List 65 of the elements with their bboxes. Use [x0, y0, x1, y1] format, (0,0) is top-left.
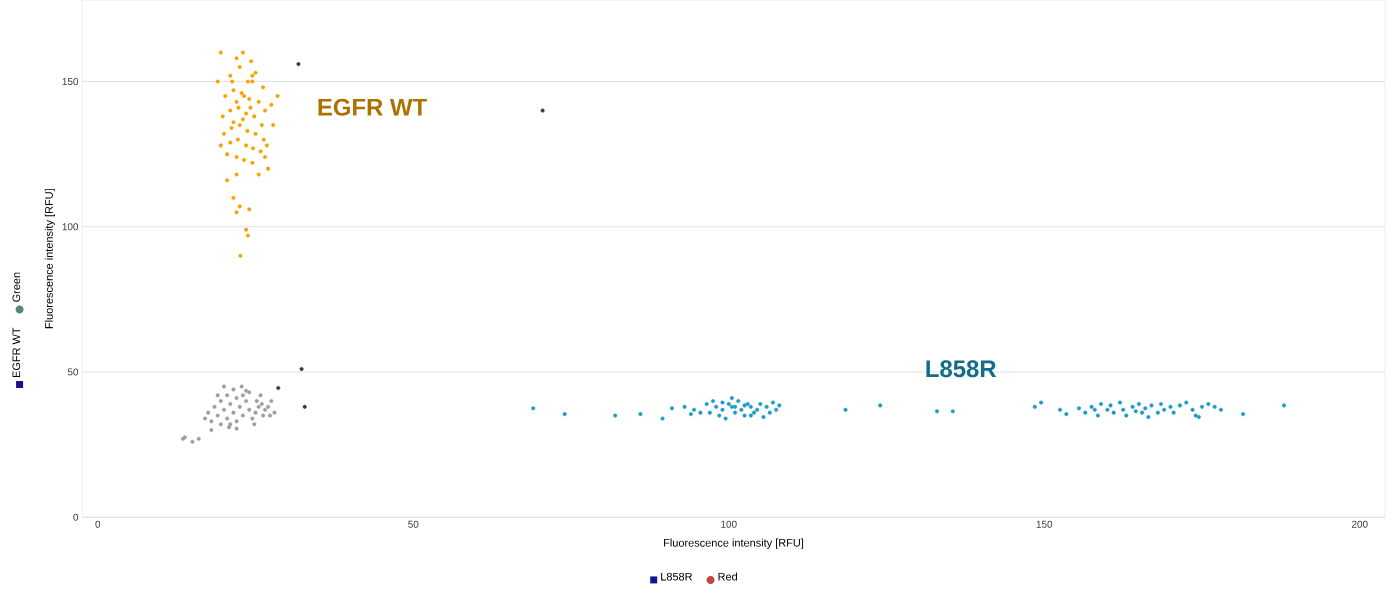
point [256, 404, 261, 409]
point [227, 425, 232, 430]
point [239, 384, 244, 389]
point [234, 426, 239, 431]
point [221, 407, 226, 412]
point [212, 404, 217, 409]
point [225, 416, 230, 421]
point [206, 410, 211, 415]
x-tick-label: 200 [1351, 520, 1368, 528]
point [296, 62, 301, 66]
series-label: L858R [926, 360, 997, 378]
x-tick-label: 150 [1036, 520, 1053, 528]
text: Green [12, 272, 21, 302]
point [272, 410, 277, 415]
point [252, 422, 257, 427]
text: L858R [661, 572, 693, 581]
point [209, 419, 214, 424]
point [228, 401, 233, 406]
point [266, 404, 271, 409]
point [234, 396, 239, 401]
y-axis-title: Fluorescence intensity [RFU] [44, 189, 56, 329]
y-tick-label: 150 [62, 77, 79, 85]
x-tick-label: 0 [95, 520, 101, 528]
point [209, 427, 214, 432]
point [261, 413, 266, 418]
x-tick-label: 100 [721, 520, 737, 528]
point [231, 387, 236, 392]
point [268, 413, 273, 418]
point [215, 413, 220, 418]
point [190, 439, 195, 444]
point [231, 410, 236, 415]
point [240, 393, 245, 398]
point [228, 422, 233, 427]
y-tick-label: 0 [73, 513, 79, 521]
point [244, 388, 249, 393]
point [247, 407, 252, 412]
point [258, 393, 263, 398]
point [263, 407, 267, 412]
point [196, 436, 201, 441]
point [540, 108, 545, 113]
point [259, 401, 264, 406]
series-label: EGFR WT [318, 98, 427, 116]
point [218, 398, 223, 403]
point [254, 398, 259, 403]
point [221, 384, 226, 389]
point [240, 413, 245, 418]
point [237, 404, 242, 409]
point [276, 385, 281, 390]
point [302, 404, 307, 409]
point [215, 393, 220, 398]
point [225, 393, 230, 398]
point [253, 410, 258, 415]
x-tick-label: 50 [408, 520, 419, 528]
y-tick-label: 50 [67, 368, 79, 376]
point [218, 422, 223, 427]
text: EGFR WT [12, 327, 21, 377]
point [234, 419, 239, 424]
point [203, 416, 208, 421]
x-axis-title: Fluorescence intensity [RFU] [664, 538, 804, 549]
text: Red [718, 572, 737, 581]
point [269, 398, 274, 403]
point [299, 366, 304, 371]
y-tick-label: 100 [62, 223, 79, 231]
point [250, 416, 255, 421]
point [244, 398, 249, 403]
